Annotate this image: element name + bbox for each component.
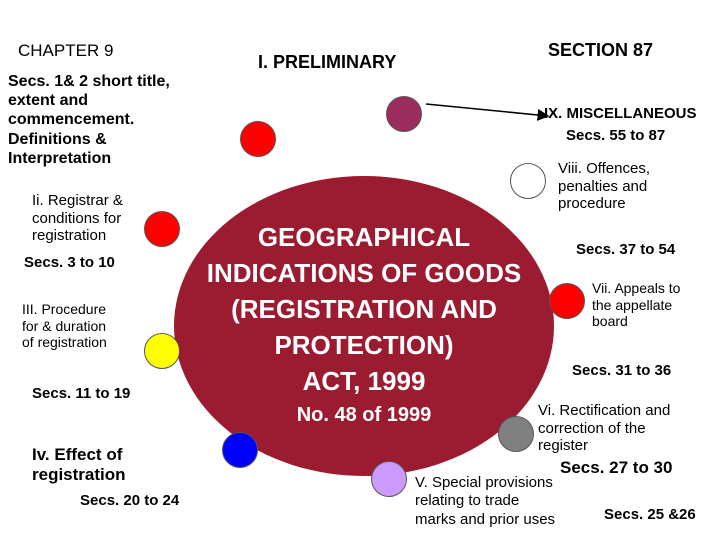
dot-special-provisions	[371, 461, 407, 497]
short-title-text: Secs. 1& 2 short title, extent and comme…	[8, 73, 170, 167]
appeals-text: Vii. Appeals to the appellate board	[592, 280, 681, 330]
special-provisions-secs: Secs. 25 &26	[604, 506, 696, 523]
rectification-text: Vi. Rectification and correction of the …	[538, 402, 671, 455]
procedure-text: III. Procedure for & duration of registr…	[22, 301, 107, 351]
center-title-line4: PROTECTION)	[274, 330, 454, 360]
center-title-line3: (REGISTRATION AND	[231, 294, 497, 324]
dot-miscellaneous	[386, 96, 422, 132]
procedure-secs: Secs. 11 to 19	[32, 385, 131, 402]
effect-secs: Secs. 20 to 24	[80, 492, 180, 509]
dot-offences	[510, 163, 546, 199]
center-subtitle: No. 48 of 1999	[296, 404, 432, 426]
center-title-line5: ACT, 1999	[302, 366, 426, 396]
registrar-text: Ii. Registrar & conditions for registrat…	[32, 192, 123, 245]
offences-secs: Secs. 37 to 54	[576, 241, 676, 258]
central-circle	[174, 176, 554, 476]
section-label: SECTION 87	[548, 40, 654, 60]
dot-appeals	[549, 283, 585, 319]
registrar-secs: Secs. 3 to 10	[24, 254, 115, 271]
center-title-line1: GEOGRAPHICAL	[257, 222, 471, 252]
dot-preliminary	[240, 121, 276, 157]
special-provisions-text: V. Special provisions relating to trade …	[415, 474, 556, 528]
offences-text: Viii. Offences, penalties and procedure	[558, 160, 650, 213]
chapter-label: CHAPTER 9	[18, 41, 114, 60]
dot-registrar	[144, 211, 180, 247]
appeals-secs: Secs. 31 to 36	[572, 362, 672, 379]
dot-rectification	[498, 416, 534, 452]
dot-effect	[222, 432, 258, 468]
dot-procedure	[144, 333, 180, 369]
rectification-secs: Secs. 27 to 30	[560, 458, 673, 477]
effect-text: Iv. Effect of registration	[32, 445, 126, 485]
preliminary-label: I. PRELIMINARY	[258, 52, 397, 72]
miscellaneous-secs: Secs. 55 to 87	[566, 127, 666, 144]
center-title-line2: INDICATIONS OF GOODS	[206, 258, 522, 288]
